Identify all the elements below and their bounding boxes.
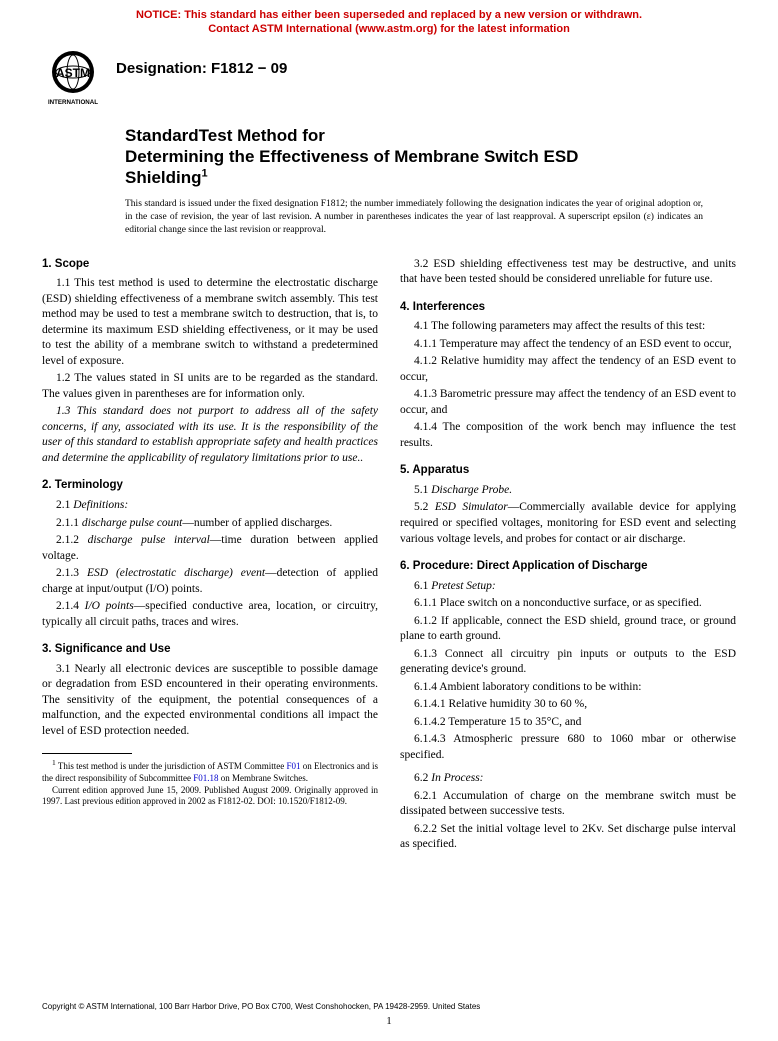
link-f0118[interactable]: F01.18: [193, 773, 218, 783]
para-4-1: 4.1 The following parameters may affect …: [400, 319, 736, 335]
para-6-1-2: 6.1.2 If applicable, connect the ESD shi…: [400, 614, 736, 645]
section-6-head: 6. Procedure: Direct Application of Disc…: [400, 559, 736, 575]
para-6-1-4: 6.1.4 Ambient laboratory conditions to b…: [400, 680, 736, 696]
astm-logo: ASTM INTERNATIONAL: [42, 49, 104, 107]
body-columns: 1. Scope 1.1 This test method is used to…: [0, 237, 778, 855]
para-6-1-4-2: 6.1.4.2 Temperature 15 to 35°C, and: [400, 715, 736, 731]
notice-line2: Contact ASTM International (www.astm.org…: [208, 23, 570, 35]
title-line2: Determining the Effectiveness of Membran…: [125, 147, 578, 166]
page-number: 1: [0, 1015, 778, 1027]
title-line3: Shielding: [125, 168, 202, 187]
para-6-1-1: 6.1.1 Place switch on a nonconductive su…: [400, 596, 736, 612]
standard-title: StandardTest Method for Determining the …: [0, 107, 778, 189]
title-footnote-ref: 1: [202, 167, 208, 179]
issuance-note: This standard is issued under the fixed …: [0, 188, 778, 236]
para-6-1-4-3: 6.1.4.3 Atmospheric pressure 680 to 1060…: [400, 732, 736, 763]
section-1-head: 1. Scope: [42, 257, 378, 273]
para-6-1-4-1: 6.1.4.1 Relative humidity 30 to 60 %,: [400, 697, 736, 713]
para-2-1: 2.1 2.1 Definitions:Definitions:: [42, 498, 378, 514]
para-3-2: 3.2 ESD shielding effectiveness test may…: [400, 257, 736, 288]
para-1-3: 1.3 This standard does not purport to ad…: [42, 404, 378, 466]
svg-text:INTERNATIONAL: INTERNATIONAL: [48, 99, 98, 106]
section-2-head: 2. Terminology: [42, 478, 378, 494]
para-2-1-3: 2.1.3 ESD (electrostatic discharge) even…: [42, 566, 378, 597]
para-2-1-1: 2.1.1 discharge pulse count—number of ap…: [42, 516, 378, 532]
right-column: 3.2 ESD shielding effectiveness test may…: [400, 257, 736, 855]
section-4-head: 4. Interferences: [400, 300, 736, 316]
para-6-2-2: 6.2.2 Set the initial voltage level to 2…: [400, 822, 736, 853]
para-1-1: 1.1 This test method is used to determin…: [42, 276, 378, 369]
section-3-head: 3. Significance and Use: [42, 642, 378, 658]
para-4-1-3: 4.1.3 Barometric pressure may affect the…: [400, 387, 736, 418]
link-f01[interactable]: F01: [286, 761, 300, 771]
para-6-2: 6.2 In Process:: [400, 771, 736, 787]
footnote-1: 1 This test method is under the jurisdic…: [42, 758, 378, 784]
para-2-1-4: 2.1.4 I/O points—specified conductive ar…: [42, 599, 378, 630]
para-1-2: 1.2 The values stated in SI units are to…: [42, 371, 378, 402]
copyright-line: Copyright © ASTM International, 100 Barr…: [42, 1002, 480, 1011]
para-6-1-3: 6.1.3 Connect all circuitry pin inputs o…: [400, 647, 736, 678]
footnote-rule: [42, 753, 132, 754]
notice-line1: NOTICE: This standard has either been su…: [136, 9, 642, 21]
para-3-1: 3.1 Nearly all electronic devices are su…: [42, 662, 378, 740]
para-4-1-2: 4.1.2 Relative humidity may affect the t…: [400, 354, 736, 385]
designation: Designation: F1812 − 09: [116, 60, 287, 77]
footnote-2: Current edition approved June 15, 2009. …: [42, 785, 378, 808]
para-6-2-1: 6.2.1 Accumulation of charge on the memb…: [400, 789, 736, 820]
para-5-2: 5.2 ESD Simulator—Commercially available…: [400, 500, 736, 547]
para-4-1-1: 4.1.1 Temperature may affect the tendenc…: [400, 337, 736, 353]
para-6-1: 6.1 Pretest Setup:: [400, 579, 736, 595]
section-5-head: 5. Apparatus: [400, 463, 736, 479]
para-2-1-2: 2.1.2 discharge pulse interval—time dura…: [42, 533, 378, 564]
svg-text:ASTM: ASTM: [56, 66, 90, 80]
header: ASTM INTERNATIONAL Designation: F1812 − …: [0, 41, 778, 107]
supersede-notice: NOTICE: This standard has either been su…: [0, 0, 778, 41]
para-5-1: 5.1 Discharge Probe.: [400, 483, 736, 499]
para-4-1-4: 4.1.4 The composition of the work bench …: [400, 420, 736, 451]
title-line1: StandardTest Method for: [125, 126, 325, 145]
left-column: 1. Scope 1.1 This test method is used to…: [42, 257, 378, 855]
